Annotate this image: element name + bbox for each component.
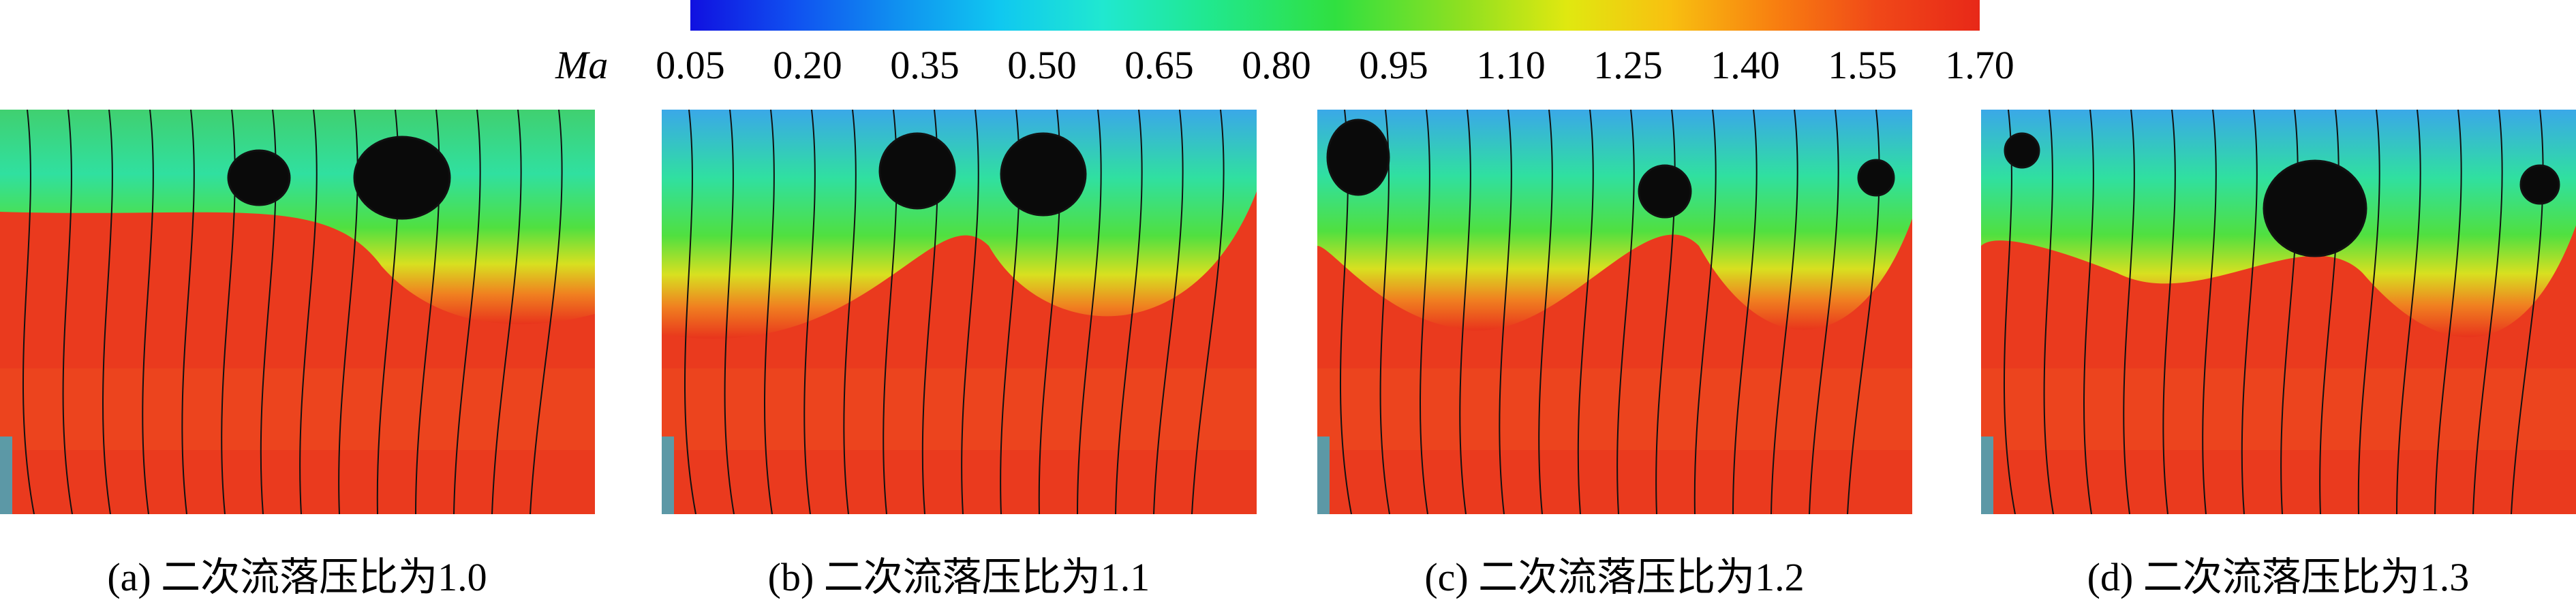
streamline [1077, 110, 1102, 514]
streamline [2357, 110, 2380, 514]
streamline [843, 110, 857, 514]
streamline [803, 110, 816, 514]
streamline [1616, 110, 1635, 514]
vortex [878, 132, 956, 210]
streamline [1655, 110, 1676, 514]
colorbar-tick-label: 0.05 [656, 43, 725, 87]
streamline [1538, 110, 1553, 514]
streamline [2280, 110, 2299, 514]
colorbar-tick-label: 0.20 [773, 43, 842, 87]
vortex [1000, 132, 1087, 217]
colorbar-tick-label: 1.40 [1711, 43, 1780, 87]
vortex [1857, 159, 1895, 197]
colorbar-tick-label: 0.50 [1007, 43, 1077, 87]
streamline [724, 110, 735, 514]
colorbar-tick-label: 1.10 [1476, 43, 1546, 87]
contour-plot [662, 110, 1257, 514]
panel-caption: (c) 二次流落压比为1.2 [1424, 555, 1805, 599]
streamline [1153, 110, 1184, 514]
streamline [2083, 110, 2094, 514]
streamline [2434, 110, 2462, 514]
streamline [1115, 110, 1143, 514]
vortex [353, 136, 451, 220]
contour-plot [1981, 110, 2576, 514]
streamline [2319, 110, 2340, 514]
streamline [142, 110, 154, 514]
colorbar-tick-label: 1.70 [1945, 43, 2014, 87]
streamline [1420, 110, 1430, 514]
streamline [764, 110, 775, 514]
vortex [2519, 164, 2560, 205]
streamline [1459, 110, 1471, 514]
panel-caption: (b) 二次流落压比为1.1 [767, 555, 1150, 599]
colorbar-tick-label: 0.65 [1124, 43, 1194, 87]
streamline [1577, 110, 1594, 514]
streamline [2511, 110, 2544, 514]
vortex [2004, 132, 2040, 169]
vortex [1326, 118, 1390, 196]
colorbar-label: Ma [555, 43, 609, 87]
streamline [2043, 110, 2054, 514]
streamline [961, 110, 979, 514]
vortex [2263, 159, 2367, 257]
streamline [1732, 110, 1758, 514]
panel-caption: (d) 二次流落压比为1.3 [2087, 555, 2470, 599]
streamline [453, 110, 481, 514]
streamline [2123, 110, 2135, 514]
streamline [1499, 110, 1512, 514]
colorbar-tick-label: 0.95 [1359, 43, 1428, 87]
streamline [299, 110, 318, 514]
streamline [2162, 110, 2176, 514]
vortex [227, 149, 291, 206]
streamline [181, 110, 195, 514]
streamline [22, 110, 35, 514]
contour-plot [1317, 110, 1912, 514]
streamline [2396, 110, 2421, 514]
colorbar-tick-label: 0.80 [1242, 43, 1311, 87]
colorbar-tick-label: 0.35 [890, 43, 960, 87]
streamline [1693, 110, 1717, 514]
streamline [102, 110, 113, 514]
colorbar-tick-label: 1.55 [1828, 43, 1897, 87]
streamline [62, 110, 73, 514]
streamline [1191, 110, 1225, 514]
streamline [684, 110, 696, 514]
colorbar [690, 0, 1980, 31]
streamline [1770, 110, 1798, 514]
streamline [2241, 110, 2258, 514]
streamline [491, 110, 522, 514]
streamline [1809, 110, 1839, 514]
contour-plot [0, 110, 595, 514]
colorbar-tick-label: 1.25 [1593, 43, 1663, 87]
streamline [2472, 110, 2503, 514]
streamline [530, 110, 563, 514]
panel-caption: (a) 二次流落压比为1.0 [107, 555, 487, 599]
vortex [1638, 164, 1692, 219]
streamline [2202, 110, 2217, 514]
